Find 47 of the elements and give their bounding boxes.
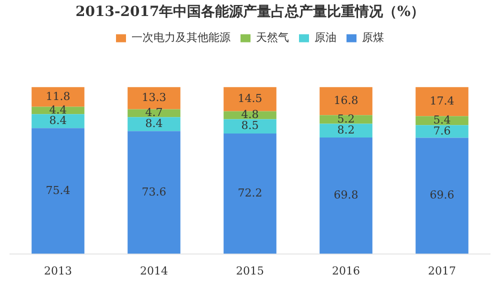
data-label: 11.8 (46, 90, 70, 103)
data-label: 14.5 (238, 92, 262, 106)
chart-title: 2013-2017年中国各能源产量占总产量比重情况（%） (75, 3, 425, 20)
data-label: 5.4 (433, 113, 451, 126)
bar (224, 133, 276, 254)
data-label: 4.7 (145, 106, 163, 120)
bar (32, 87, 84, 107)
data-label: 8.4 (145, 116, 163, 130)
legend-label: 原油 (314, 31, 336, 44)
bar (320, 115, 372, 124)
data-label: 4.4 (49, 103, 67, 116)
data-label: 73.6 (142, 185, 166, 198)
legend-label: 一次电力及其他能源 (132, 31, 230, 44)
x-tick-label: 2013 (44, 264, 72, 278)
data-label: 75.4 (46, 184, 70, 197)
data-label: 13.3 (142, 91, 166, 104)
legend-label: 天然气 (256, 31, 289, 44)
x-tick-label: 2017 (428, 264, 456, 278)
x-tick-label: 2016 (332, 264, 360, 278)
bar (128, 131, 180, 254)
data-label: 16.8 (334, 94, 358, 107)
bar (128, 87, 180, 110)
data-label: 8.4 (49, 114, 67, 127)
legend-label: 原煤 (362, 31, 384, 44)
data-label: 7.6 (433, 124, 451, 138)
bar (416, 87, 468, 116)
data-label: 8.2 (337, 123, 355, 136)
bar (320, 137, 372, 254)
data-label: 72.2 (238, 186, 262, 200)
bar (320, 87, 372, 116)
data-label: 5.2 (337, 112, 355, 126)
bar (32, 128, 84, 254)
x-tick-label: 2015 (236, 264, 264, 278)
bar (224, 119, 276, 134)
data-label: 69.6 (430, 188, 454, 202)
data-label: 69.8 (334, 188, 358, 202)
bar (416, 116, 468, 126)
data-label: 4.8 (241, 108, 259, 122)
bar (32, 114, 84, 128)
bar (128, 117, 180, 132)
bar (320, 124, 372, 138)
bar (416, 125, 468, 138)
bar (416, 138, 468, 254)
data-label: 17.4 (430, 94, 454, 108)
data-label: 8.5 (241, 119, 259, 132)
x-tick-label: 2014 (140, 264, 168, 278)
bar (224, 87, 276, 112)
